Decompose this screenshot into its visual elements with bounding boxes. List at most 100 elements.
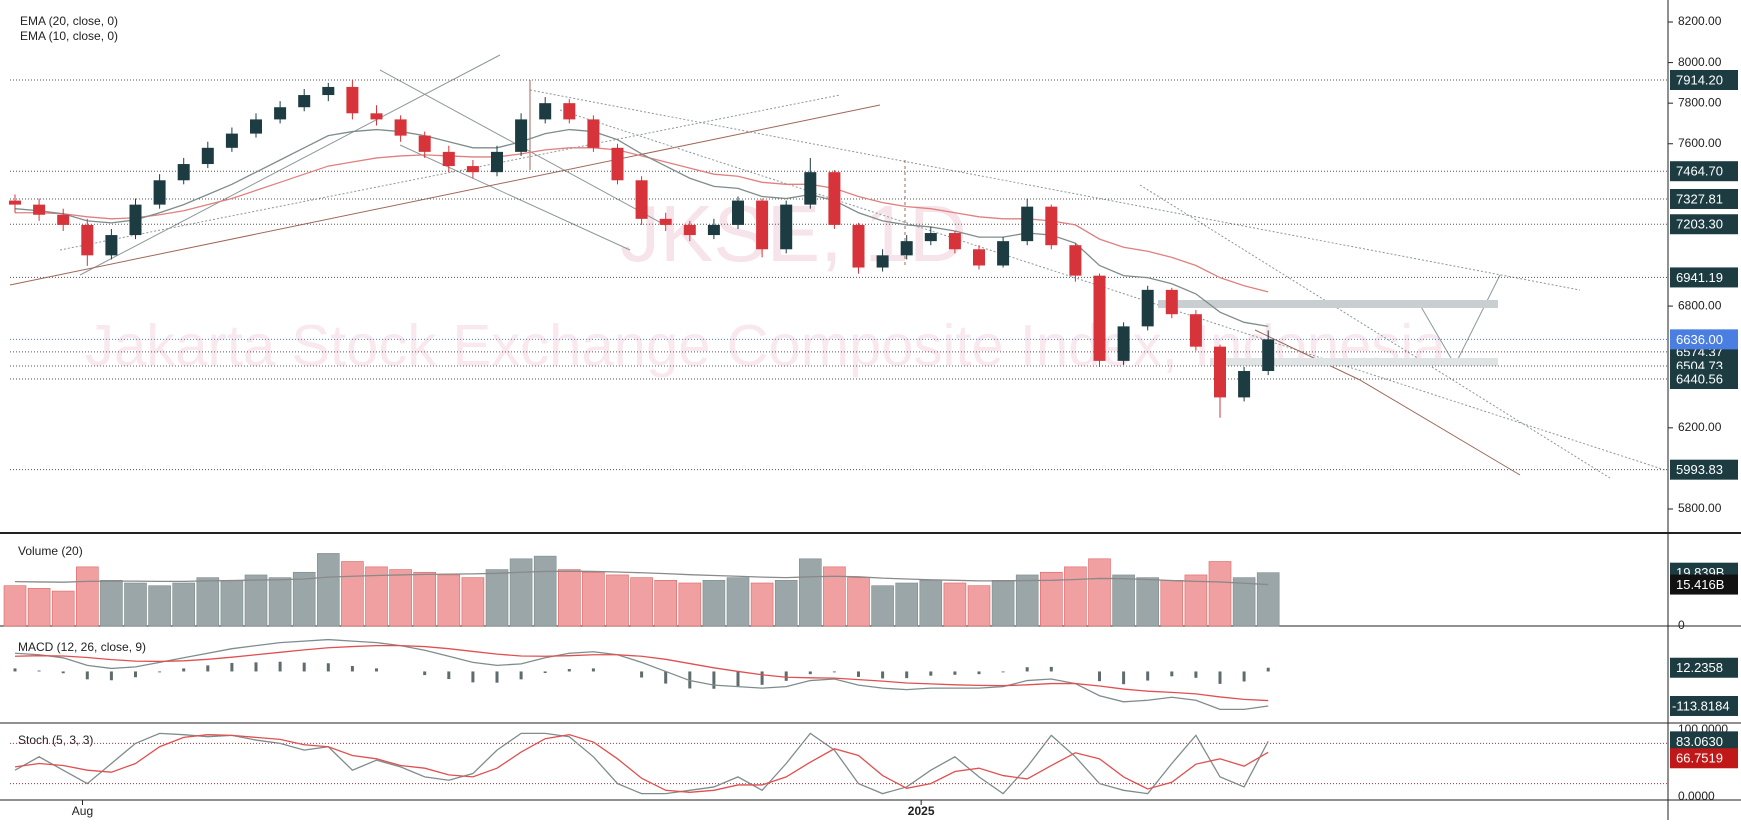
macd-histogram-bar: [905, 671, 909, 679]
watermark-subtitle: Jakarta Stock Exchange Composite Index, …: [85, 313, 1446, 378]
y-tick-label: 8000.00: [1678, 55, 1722, 69]
stoch-k-line: [14, 732, 1269, 795]
candle-body: [298, 95, 311, 108]
watermark: JKSE, 1D: [620, 189, 967, 278]
candle-body: [33, 204, 46, 215]
macd-histogram-bar: [784, 671, 788, 681]
volume-bar: [389, 569, 412, 627]
volume-bar: [606, 574, 629, 627]
volume-ma-line: [14, 570, 1269, 586]
y-tick-label: 0: [1678, 618, 1685, 632]
volume-bar: [365, 566, 388, 627]
macd-histogram-bar: [326, 663, 330, 672]
volume-bar: [798, 558, 822, 627]
macd-histogram-bar: [1218, 671, 1222, 684]
macd-histogram-bar: [350, 665, 354, 672]
volume-bar: [100, 580, 123, 627]
volume-bar: [1088, 558, 1111, 627]
volume-bar: [1064, 566, 1087, 627]
macd-histogram-bar: [206, 665, 210, 672]
volume-bar: [51, 590, 75, 627]
candle-body: [1093, 275, 1106, 361]
macd-histogram-bar: [808, 671, 812, 675]
volume-bar: [823, 566, 846, 627]
price-label: 15.416B: [1676, 577, 1724, 592]
volume-bar: [76, 566, 99, 627]
x-tick-label: 2025: [908, 804, 935, 818]
macd-histogram-bar: [1146, 671, 1150, 681]
candle-body: [370, 113, 383, 120]
macd-histogram-bar: [134, 671, 137, 678]
candle-body: [105, 235, 118, 256]
candle-body: [611, 147, 624, 181]
price-label-box: [1670, 329, 1738, 350]
volume-bar: [485, 569, 509, 627]
price-label-box: [1670, 161, 1738, 182]
volume-bar: [27, 588, 51, 627]
macd-histogram-bar: [423, 671, 427, 676]
macd-histogram-bar: [109, 671, 113, 681]
candle-body: [683, 224, 696, 236]
macd-histogram-bar: [158, 671, 162, 673]
stoch-d-line: [14, 734, 1269, 793]
candle-body: [1165, 289, 1178, 315]
price-label: 5993.83: [1676, 462, 1723, 477]
volume-bar: [292, 571, 316, 627]
candle-body: [418, 135, 431, 152]
price-label-box: [1670, 214, 1738, 235]
volume-bar: [1160, 580, 1184, 627]
candle-body: [828, 172, 841, 225]
y-tick-label: 8200.00: [1678, 14, 1722, 28]
macd-histogram-bar: [664, 671, 668, 684]
volume-bar: [413, 571, 437, 627]
volume-bar: [943, 582, 967, 627]
volume-bar: [148, 585, 171, 627]
candle-body: [756, 200, 769, 250]
candle-body: [804, 172, 817, 205]
volume-bar: [3, 585, 27, 627]
panel-title: MACD (12, 26, close, 9): [18, 640, 146, 654]
volume-bar: [1112, 574, 1135, 627]
price-label-box: [1670, 267, 1738, 288]
candle-body: [153, 180, 166, 205]
macd-histogram-bar: [1194, 671, 1198, 678]
volume-bar: [702, 580, 726, 627]
volume-bar: [509, 558, 533, 627]
macd-histogram-bar: [977, 671, 981, 675]
candle-body: [852, 224, 865, 268]
macd-histogram-bar: [881, 671, 885, 679]
y-tick-label: 5800.00: [1678, 501, 1722, 515]
candle-body: [924, 233, 937, 242]
price-label: 66.7519: [1676, 751, 1723, 766]
candle-body: [876, 255, 889, 268]
macd-histogram-bar: [736, 671, 740, 687]
price-label: 83.0630: [1676, 734, 1723, 749]
ema-line: [14, 128, 1269, 328]
price-label: 6941.19: [1676, 270, 1723, 285]
macd-histogram-bar: [832, 671, 836, 673]
candle-body: [9, 200, 21, 205]
candle-body: [322, 86, 335, 96]
signal-line: [14, 645, 1269, 702]
volume-bar: [654, 580, 678, 627]
macd-histogram-bar: [929, 671, 933, 676]
volume-bar: [919, 580, 943, 627]
price-label: 12.2358: [1676, 660, 1723, 675]
macd-histogram-bar: [61, 671, 65, 674]
macd-histogram-bar: [495, 671, 499, 683]
candle-body: [732, 200, 744, 225]
volume-bar: [557, 569, 581, 627]
candle-body: [1238, 371, 1251, 398]
candle-body: [707, 224, 720, 236]
ema-line: [15, 147, 1269, 293]
zone: [1210, 358, 1498, 366]
candle-body: [346, 86, 359, 114]
candle-body: [780, 204, 793, 250]
price-label-box: [1670, 369, 1738, 390]
volume-bar: [1208, 561, 1232, 627]
macd-histogram-bar: [85, 671, 89, 680]
candle-body: [587, 119, 600, 148]
indicator-label: EMA (10, close, 0): [20, 29, 118, 43]
price-label-box: [1670, 459, 1738, 480]
price-label-box: [1670, 695, 1738, 716]
